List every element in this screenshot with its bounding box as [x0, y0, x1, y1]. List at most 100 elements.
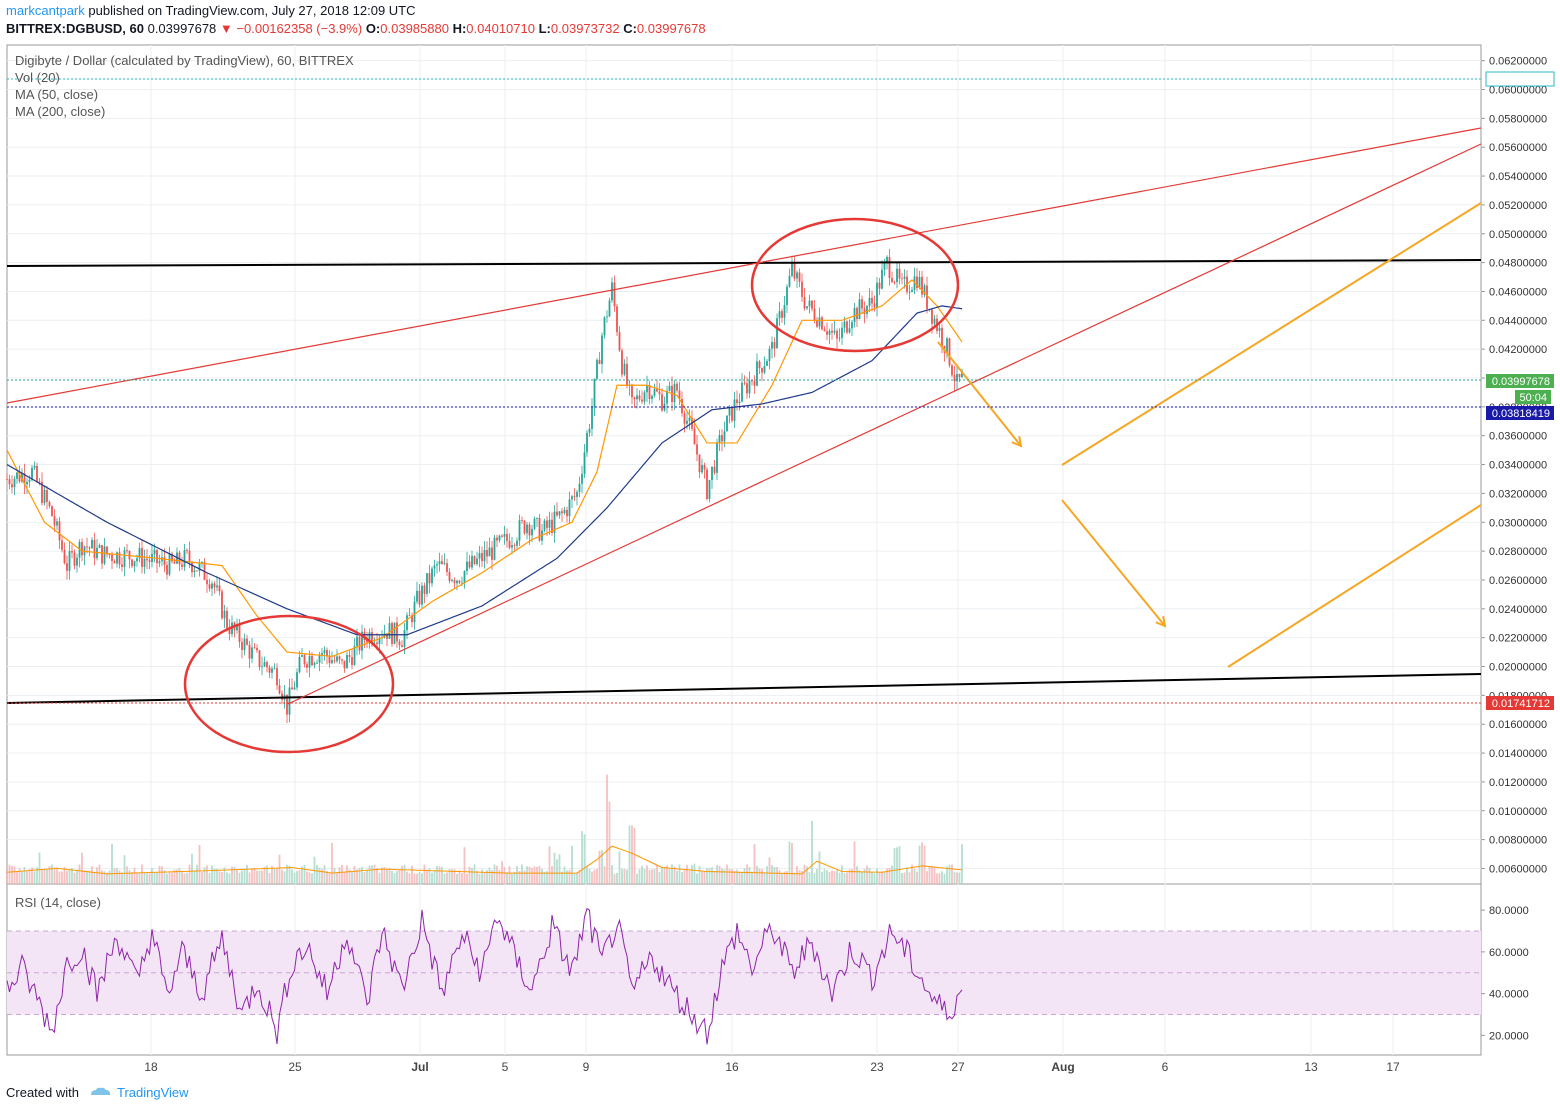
candle-body	[611, 282, 613, 301]
candle-body	[341, 659, 343, 661]
candle-body	[903, 276, 906, 279]
volume-bar	[841, 865, 843, 884]
volume-bar	[496, 865, 498, 884]
candle-body	[846, 321, 848, 333]
candle-body	[348, 654, 351, 658]
candle-body	[11, 484, 13, 488]
volume-bar	[68, 869, 71, 884]
candle-body	[816, 320, 818, 327]
candle-body	[571, 496, 573, 500]
candle-body	[488, 547, 491, 557]
rsi-tick-label: 80.0000	[1489, 905, 1529, 917]
price-tick-label: 0.01400000	[1489, 748, 1547, 760]
open-value: 0.03985880	[380, 21, 449, 36]
volume-bar	[618, 851, 621, 884]
candle-body	[408, 615, 411, 617]
candle-body	[858, 299, 861, 320]
volume-bar	[876, 868, 878, 884]
legend-vol[interactable]: Vol (20)	[15, 70, 60, 85]
volume-bar	[101, 870, 103, 884]
candle-body	[123, 550, 126, 567]
volume-bar	[378, 872, 381, 884]
candle-body	[286, 694, 288, 715]
tradingview-link[interactable]: TradingView	[117, 1085, 189, 1100]
price-tick-label: 0.03000000	[1489, 517, 1547, 529]
candle-body	[323, 649, 326, 653]
volume-bar	[393, 873, 396, 884]
volume-bar	[148, 873, 151, 884]
candle-body	[8, 479, 11, 485]
volume-bar	[821, 872, 823, 884]
candle-body	[141, 548, 143, 567]
volume-bar	[278, 854, 281, 884]
legend-ma200[interactable]: MA (200, close)	[15, 104, 106, 119]
volume-bar	[901, 872, 903, 884]
candle-body	[343, 660, 346, 669]
candle-body	[608, 300, 611, 317]
candle-body	[591, 407, 593, 429]
volume-bar	[138, 872, 141, 884]
volume-bar	[861, 872, 863, 884]
author-link[interactable]: markcantpark	[6, 3, 85, 18]
last-price: 0.03997678	[147, 21, 217, 36]
volume-bar	[186, 872, 188, 884]
volume-bar	[648, 869, 651, 884]
lower-channel-line	[287, 143, 1482, 705]
candle-body	[956, 373, 958, 382]
candle-body	[331, 660, 333, 664]
candle-body	[901, 278, 903, 280]
candle-body	[333, 660, 336, 662]
volume-bar	[273, 868, 276, 884]
volume-bar	[53, 867, 56, 884]
candle-body	[758, 361, 761, 368]
volume-bar	[448, 869, 451, 884]
volume-bar	[336, 873, 338, 884]
candle-body	[766, 361, 768, 366]
candle-body	[563, 509, 566, 514]
volume-bar	[453, 869, 456, 884]
volume-bar	[631, 825, 633, 884]
candle-body	[181, 564, 183, 567]
volume-bar	[881, 871, 883, 884]
price-tick-label: 0.02400000	[1489, 604, 1547, 616]
volume-bar	[888, 867, 891, 884]
candle-body	[163, 557, 166, 565]
volume-bar	[61, 871, 63, 884]
candle-body	[118, 552, 121, 565]
candle-body	[153, 549, 156, 554]
candle-body	[823, 329, 826, 332]
candle-body	[263, 662, 266, 667]
time-tick-label: 27	[951, 1060, 965, 1074]
legend-ma50[interactable]: MA (50, close)	[15, 87, 99, 102]
volume-bar	[373, 864, 376, 884]
volume-bar	[73, 872, 76, 884]
candle-body	[251, 647, 253, 659]
volume-bar	[766, 866, 768, 884]
volume-bar	[698, 866, 701, 884]
candle-body	[498, 535, 501, 541]
volume-bar	[161, 866, 163, 884]
candle-body	[276, 668, 278, 686]
volume-bar	[188, 864, 191, 884]
candle-body	[523, 520, 526, 534]
candle-body	[768, 348, 771, 362]
candle-body	[271, 668, 273, 673]
candle-body	[508, 540, 511, 548]
volume-bar	[651, 869, 653, 884]
candle-body	[391, 623, 393, 644]
candle-body	[916, 276, 918, 289]
candle-body	[106, 546, 108, 555]
ma200-line	[6, 305, 963, 636]
volume-bar	[431, 872, 433, 884]
candle-body	[641, 399, 643, 402]
volume-bar	[678, 864, 681, 884]
candle-body	[808, 300, 811, 307]
volume-bar	[768, 857, 771, 884]
candle-body	[796, 272, 798, 279]
price-tag-label: 0.01741712	[1492, 698, 1550, 710]
rsi-legend[interactable]: RSI (14, close)	[15, 895, 101, 910]
time-tick-label: Aug	[1051, 1060, 1074, 1074]
volume-bar	[86, 870, 88, 884]
volume-bar	[171, 872, 173, 884]
